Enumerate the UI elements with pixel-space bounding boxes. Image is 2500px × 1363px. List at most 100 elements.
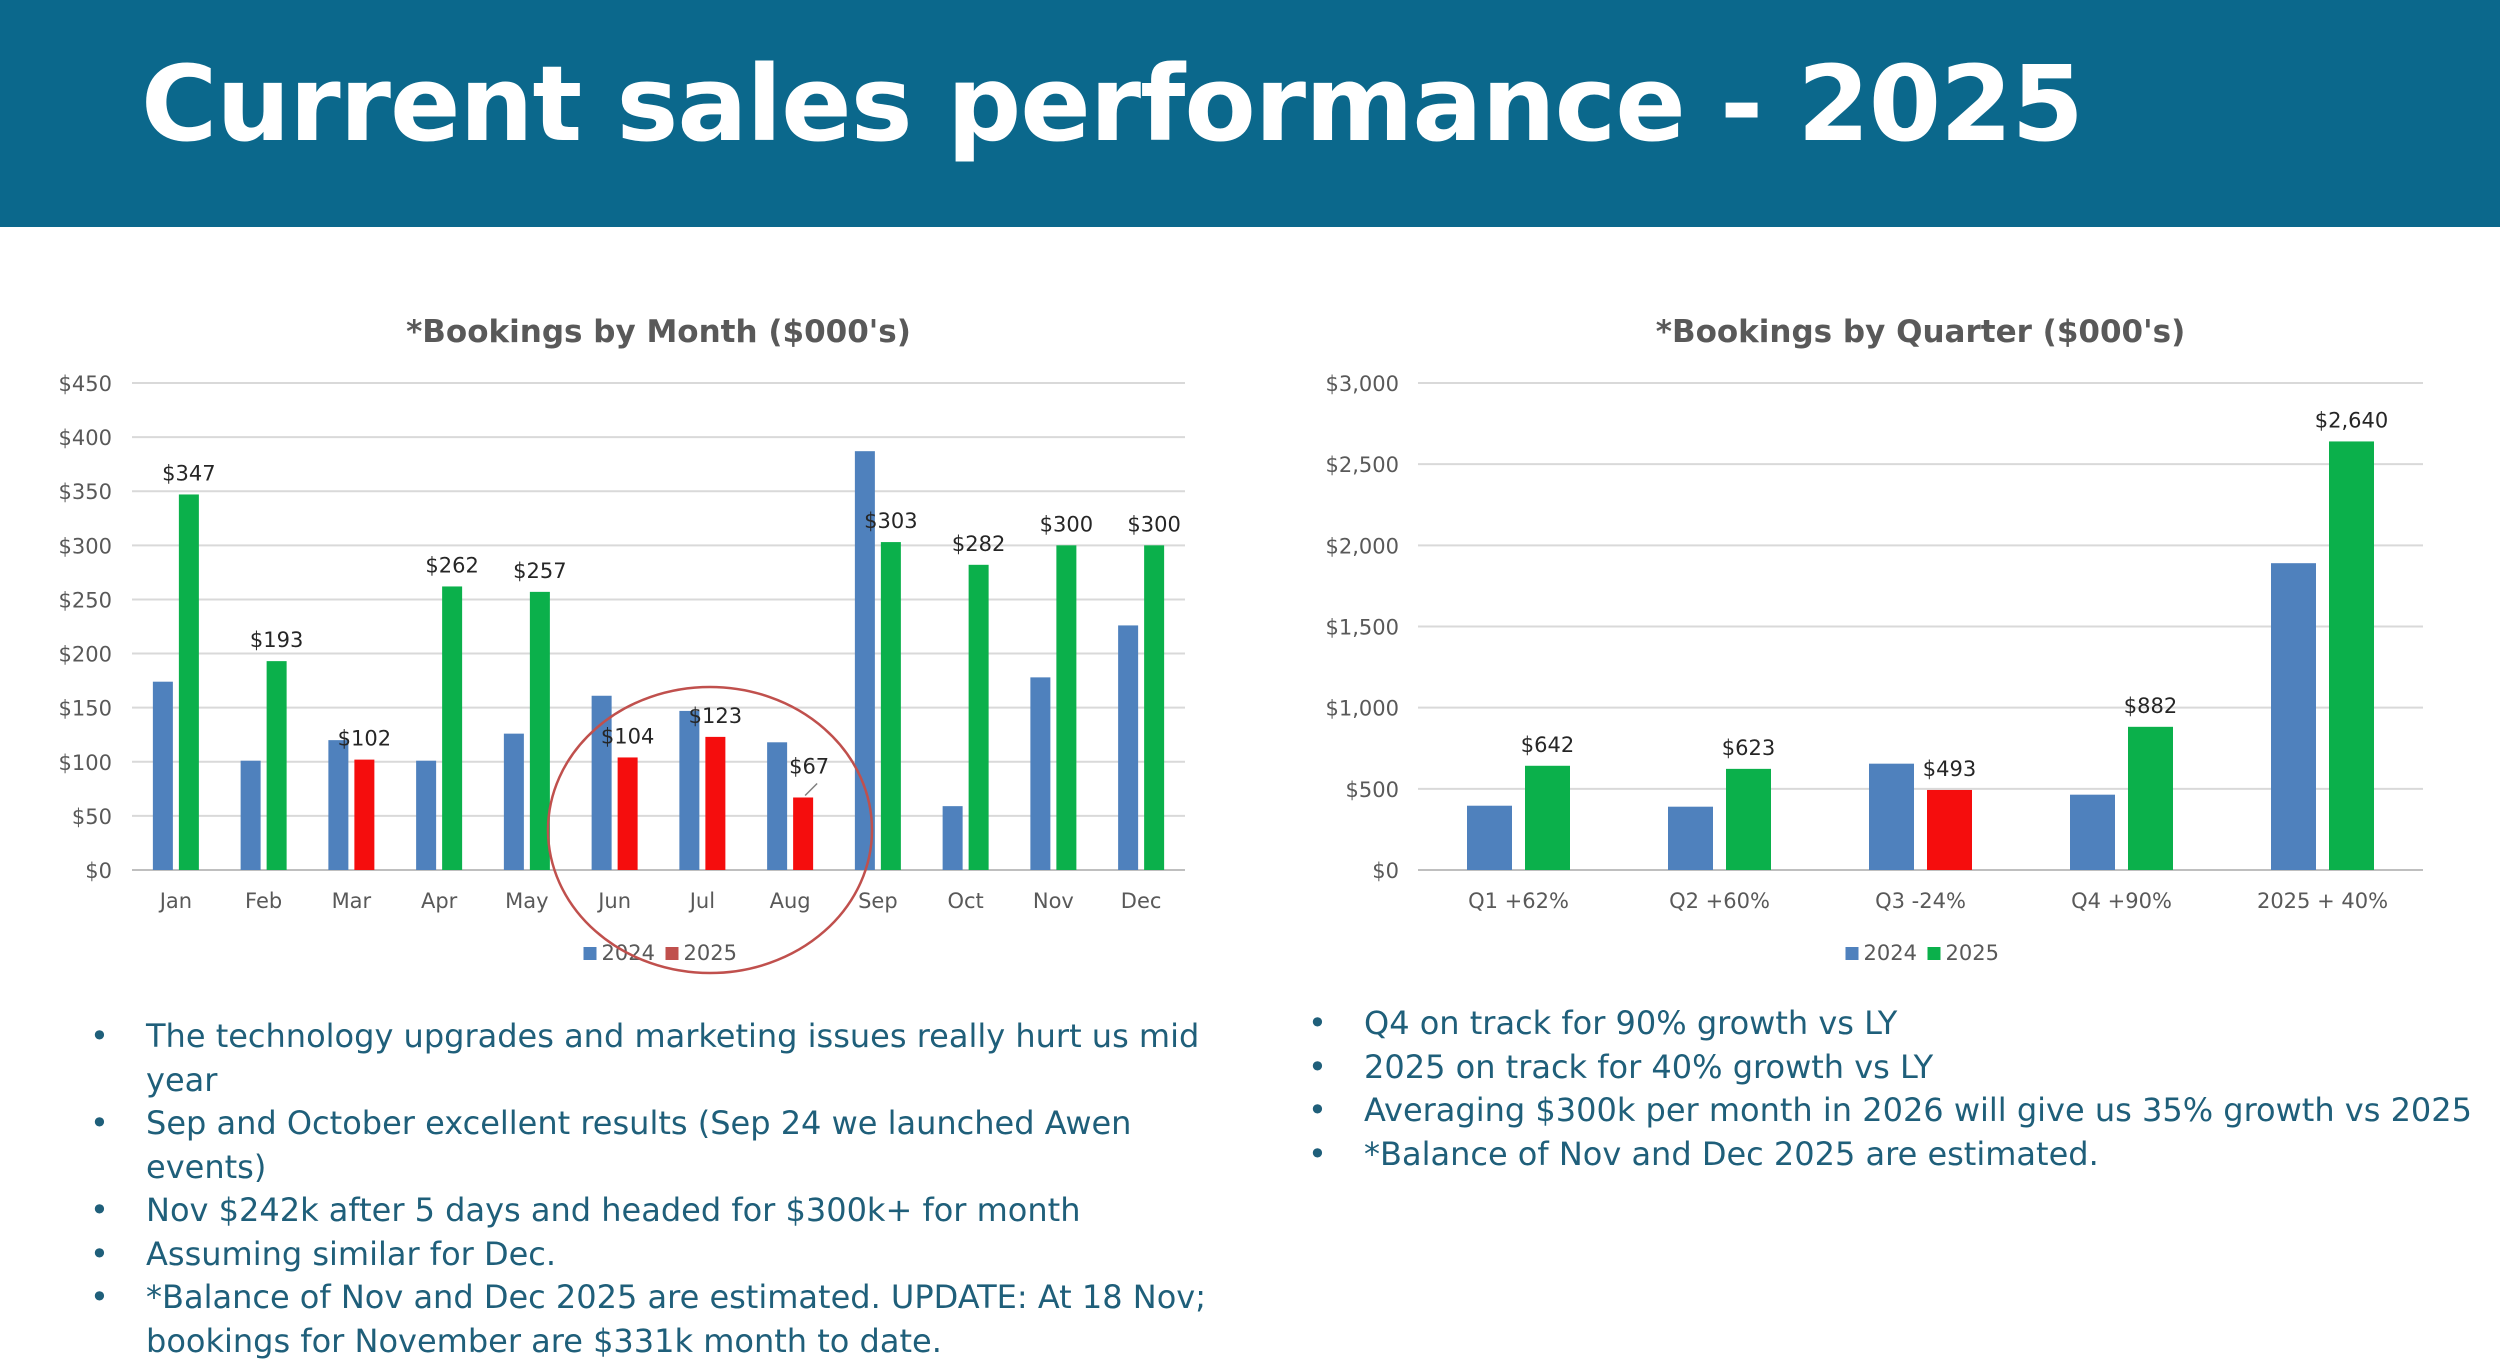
- bookings-by-month-svg: *Bookings by Month ($000's) $0 $50 $100 $150…: [59, 314, 1185, 975]
- bar-2025: [705, 736, 726, 870]
- x-tick-label: Feb: [245, 889, 282, 913]
- data-label: $262: [425, 553, 478, 577]
- y-tick-label: $300: [59, 534, 112, 558]
- data-label: $102: [338, 727, 391, 751]
- data-label: $347: [162, 461, 215, 485]
- y-tick-label: $1,500: [1326, 616, 1399, 640]
- data-label: $303: [864, 509, 917, 533]
- bookings-by-month-chart: *Bookings by Month ($000's) $0 $50 $100 $150…: [45, 290, 1200, 980]
- bar-2025: [442, 586, 463, 870]
- bar-2024: [1030, 677, 1051, 870]
- x-tick-label: Dec: [1121, 889, 1162, 913]
- data-label: $193: [250, 628, 303, 652]
- note-text: 2025 on track for 40% growth vs LY: [1364, 1047, 1934, 1086]
- legend-label-2025: 2025: [684, 941, 737, 965]
- y-tick-label: $0: [85, 859, 112, 883]
- bar-2025: [2329, 441, 2374, 870]
- list-item: • 2025 on track for 40% growth vs LY: [1308, 1046, 2488, 1090]
- note-text: *Balance of Nov and Dec 2025 are estimat…: [146, 1278, 1206, 1360]
- bar-2024: [767, 742, 788, 870]
- bar-2024: [1118, 625, 1139, 870]
- legend-swatch-2025: [1927, 947, 1941, 960]
- bar-2025: [1726, 768, 1771, 870]
- list-item: • The technology upgrades and marketing i…: [90, 1015, 1250, 1102]
- note-text: Averaging $300k per month in 2026 will g…: [1364, 1091, 2472, 1129]
- legend-label-2024: 2024: [1864, 941, 1917, 965]
- legend-label-2025: 2025: [1946, 941, 1999, 965]
- data-label-leader-line: [804, 782, 818, 797]
- data-label: $642: [1521, 733, 1574, 757]
- bar-2024: [942, 806, 963, 870]
- bullet-icon: •: [90, 1191, 109, 1229]
- bar-2025: [968, 564, 989, 870]
- legend-swatch-2025: [665, 947, 679, 960]
- page-title: Current sales performance - 2025: [141, 43, 2084, 165]
- bullet-icon: •: [1308, 1047, 1327, 1086]
- bookings-by-quarter-svg: *Bookings by Quarter ($000's) $0 $500 $1,00…: [1326, 314, 2423, 965]
- y-tick-label: $450: [59, 372, 112, 396]
- highlight-circle: [546, 685, 874, 975]
- bookings-by-quarter-chart: *Bookings by Quarter ($000's) $0 $500 $1,00…: [1300, 290, 2450, 980]
- data-label: $123: [689, 704, 742, 728]
- data-label: $882: [2124, 694, 2177, 718]
- y-tick-label: $200: [59, 643, 112, 667]
- x-tick-label: Nov: [1033, 889, 1074, 913]
- data-label: $623: [1722, 736, 1775, 760]
- x-tick-label: Q3 -24%: [1875, 889, 1966, 913]
- bar-2025: [354, 759, 375, 870]
- bullet-icon: •: [90, 1234, 109, 1273]
- x-tick-label: Apr: [421, 889, 458, 913]
- bar-2024: [240, 760, 261, 870]
- data-label: $493: [1923, 757, 1976, 781]
- bar-2025: [793, 797, 814, 870]
- x-tick-label: Oct: [947, 889, 983, 913]
- bar-2025: [1525, 765, 1570, 870]
- bullet-icon: •: [1308, 1134, 1327, 1173]
- bar-2024: [1467, 805, 1512, 870]
- y-tick-label: $100: [59, 751, 112, 775]
- list-item: • Assuming similar for Dec.: [90, 1233, 1250, 1277]
- bar-2025: [178, 494, 199, 870]
- bar-2025: [266, 661, 287, 870]
- list-item: • Sep and October excellent results (Sep …: [90, 1102, 1250, 1189]
- data-label: $67: [789, 754, 829, 778]
- note-text: Q4 on track for 90% growth vs LY: [1364, 1004, 1898, 1042]
- x-tick-label: May: [505, 889, 548, 913]
- x-tick-label: Jan: [158, 889, 192, 913]
- bar-2024: [152, 681, 173, 870]
- title-banner: Current sales performance - 2025: [0, 0, 2500, 227]
- y-tick-label: $250: [59, 588, 112, 612]
- note-text: *Balance of Nov and Dec 2025 are estimat…: [1364, 1134, 2099, 1173]
- data-label: $104: [601, 724, 654, 748]
- x-tick-label: Jun: [596, 889, 631, 913]
- x-tick-label: Q2 +60%: [1669, 889, 1770, 913]
- x-tick-label: Aug: [770, 889, 811, 913]
- bar-2024: [2070, 794, 2115, 870]
- y-tick-label: $0: [1372, 859, 1399, 883]
- y-tick-label: $2,500: [1326, 453, 1399, 477]
- bar-2025: [617, 757, 638, 870]
- y-tick-label: $2,000: [1326, 534, 1399, 558]
- bar-2025: [1056, 545, 1077, 870]
- list-item: • Averaging $300k per month in 2026 will …: [1308, 1089, 2488, 1133]
- bar-2024: [679, 710, 700, 870]
- bullet-icon: •: [1308, 1004, 1327, 1042]
- y-tick-label: $500: [1346, 778, 1399, 802]
- data-label: $300: [1127, 512, 1180, 536]
- chart-title: *Bookings by Month ($000's): [406, 314, 911, 350]
- bullet-icon: •: [1308, 1091, 1327, 1129]
- x-tick-label: 2025 + 40%: [2257, 889, 2388, 913]
- bar-2025: [529, 591, 550, 870]
- legend-swatch-2024: [583, 947, 597, 960]
- y-tick-label: $3,000: [1326, 372, 1399, 396]
- bar-2024: [854, 451, 875, 870]
- note-text: Assuming similar for Dec.: [146, 1234, 557, 1273]
- notes-right-list: • Q4 on track for 90% growth vs LY • 2025 …: [1308, 1002, 2488, 1176]
- bar-2024: [2271, 563, 2316, 870]
- bullet-icon: •: [90, 1104, 109, 1142]
- note-text: Nov $242k after 5 days and headed for $3…: [146, 1191, 1081, 1229]
- bullet-icon: •: [90, 1017, 109, 1055]
- bar-2024: [591, 695, 612, 870]
- bar-2024: [328, 740, 349, 870]
- data-label: $282: [952, 532, 1005, 556]
